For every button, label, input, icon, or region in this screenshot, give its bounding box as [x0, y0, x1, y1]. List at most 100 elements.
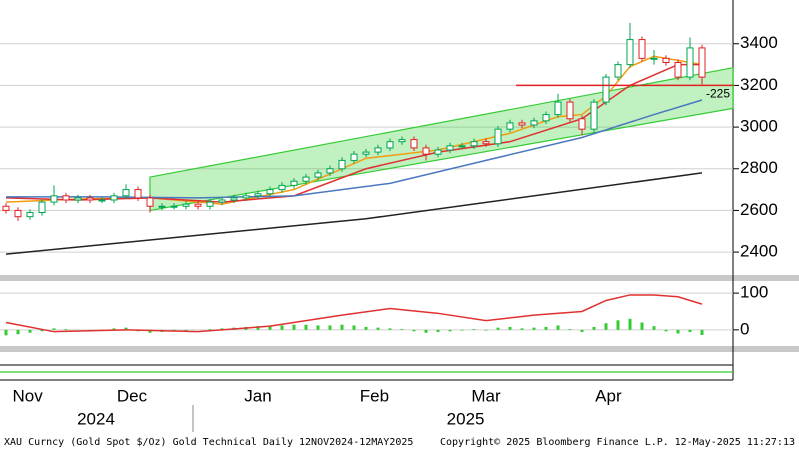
candle-body [482, 141, 490, 145]
histogram-bar [304, 324, 308, 330]
histogram-bar [568, 329, 572, 330]
histogram-bar [124, 327, 128, 330]
candle-body [2, 205, 10, 211]
y-tick-label: 2600 [740, 200, 778, 219]
y-tick-label: 3200 [740, 75, 778, 94]
histogram-bar [328, 325, 332, 330]
histogram-bar [16, 329, 20, 335]
candle-body [374, 147, 382, 153]
histogram-bar [688, 329, 692, 333]
candle-body [590, 101, 598, 130]
histogram-bar [604, 323, 608, 330]
candle-body [554, 101, 562, 116]
histogram-bar [484, 329, 488, 331]
y-tick-label: 0 [740, 319, 749, 338]
histogram-bar [580, 329, 584, 333]
x-tick-label: Dec [117, 386, 148, 405]
histogram-bar [208, 329, 212, 330]
histogram-bar [280, 325, 284, 330]
histogram-bar [664, 329, 668, 332]
candle-body [614, 64, 622, 78]
histogram-bar [532, 327, 536, 330]
histogram-bar [52, 328, 56, 330]
year-label: 2024 [77, 409, 115, 428]
candle-body [110, 195, 118, 201]
histogram-bar [436, 329, 440, 333]
candle-body [518, 122, 526, 126]
candle-body [86, 197, 94, 201]
candle-body [422, 147, 430, 155]
x-tick-label: Apr [595, 386, 622, 405]
candle-body [266, 189, 274, 195]
x-tick-label: Nov [12, 386, 43, 405]
candle-body [446, 145, 454, 151]
histogram-bar [340, 324, 344, 330]
candle-body [302, 176, 310, 182]
histogram-bar [508, 326, 512, 330]
candle-body [458, 145, 466, 148]
histogram-bar [40, 329, 44, 332]
candle-body [146, 197, 154, 207]
histogram-bar [376, 327, 380, 330]
candle-body [434, 149, 442, 155]
candle-body [14, 209, 22, 218]
histogram-bar [184, 329, 188, 331]
candle-body [602, 76, 610, 103]
candle-body [50, 195, 58, 203]
trend-channel [149, 66, 734, 212]
candle-body [494, 128, 502, 145]
candle-body [566, 101, 574, 120]
candle-body [530, 120, 538, 126]
histogram-bar [676, 329, 680, 334]
candle-body [398, 139, 406, 143]
candle-body [674, 62, 682, 78]
candle-body [38, 201, 46, 213]
candle-body [578, 118, 586, 130]
histogram-bar [652, 326, 656, 330]
histogram-bar [424, 329, 428, 333]
histogram-bar [316, 325, 320, 330]
candle-body [470, 141, 478, 147]
candle-body [698, 47, 706, 78]
histogram-bar [520, 328, 524, 330]
candle-body [542, 114, 550, 122]
histogram-bar [472, 329, 476, 330]
histogram-bar [64, 329, 68, 330]
footer: Copyright© 2025 Bloomberg Finance L.P. [440, 437, 669, 448]
candle-body [170, 205, 178, 208]
candle-body [182, 203, 190, 207]
moving-average [6, 99, 703, 199]
candle-body [362, 151, 370, 155]
candle-body [134, 189, 142, 199]
histogram-bar [4, 329, 8, 336]
candle-body [686, 47, 694, 78]
x-tick-label: Mar [471, 386, 501, 405]
candle-body [506, 122, 514, 130]
y-tick-label: 2400 [740, 242, 778, 261]
histogram-bar [496, 327, 500, 330]
candle-body [278, 184, 286, 191]
histogram-bar [640, 322, 644, 330]
candle-body [314, 172, 322, 178]
histogram-bar [616, 320, 620, 330]
x-tick-label: Jan [244, 386, 271, 405]
footer: XAU Curncy (Gold Spot $/Oz) Gold Technic… [4, 437, 413, 448]
candle-body [230, 197, 238, 201]
candle-body [638, 39, 646, 59]
y-tick-label: 2800 [740, 158, 778, 177]
histogram-bar [412, 329, 416, 332]
candle-body [254, 193, 262, 197]
y-tick-label: 3000 [740, 117, 778, 136]
histogram-bar [592, 326, 596, 330]
level-label: -225 [706, 87, 730, 101]
candle-body [410, 139, 418, 149]
histogram-bar [448, 329, 452, 332]
histogram-bar [460, 329, 464, 331]
histogram-bar [556, 325, 560, 330]
y-tick-label: 100 [740, 283, 768, 302]
histogram-bar [544, 326, 548, 330]
histogram-bar [292, 324, 296, 330]
histogram-bar [352, 325, 356, 330]
candle-body [662, 57, 670, 63]
x-tick-label: Feb [360, 386, 389, 405]
